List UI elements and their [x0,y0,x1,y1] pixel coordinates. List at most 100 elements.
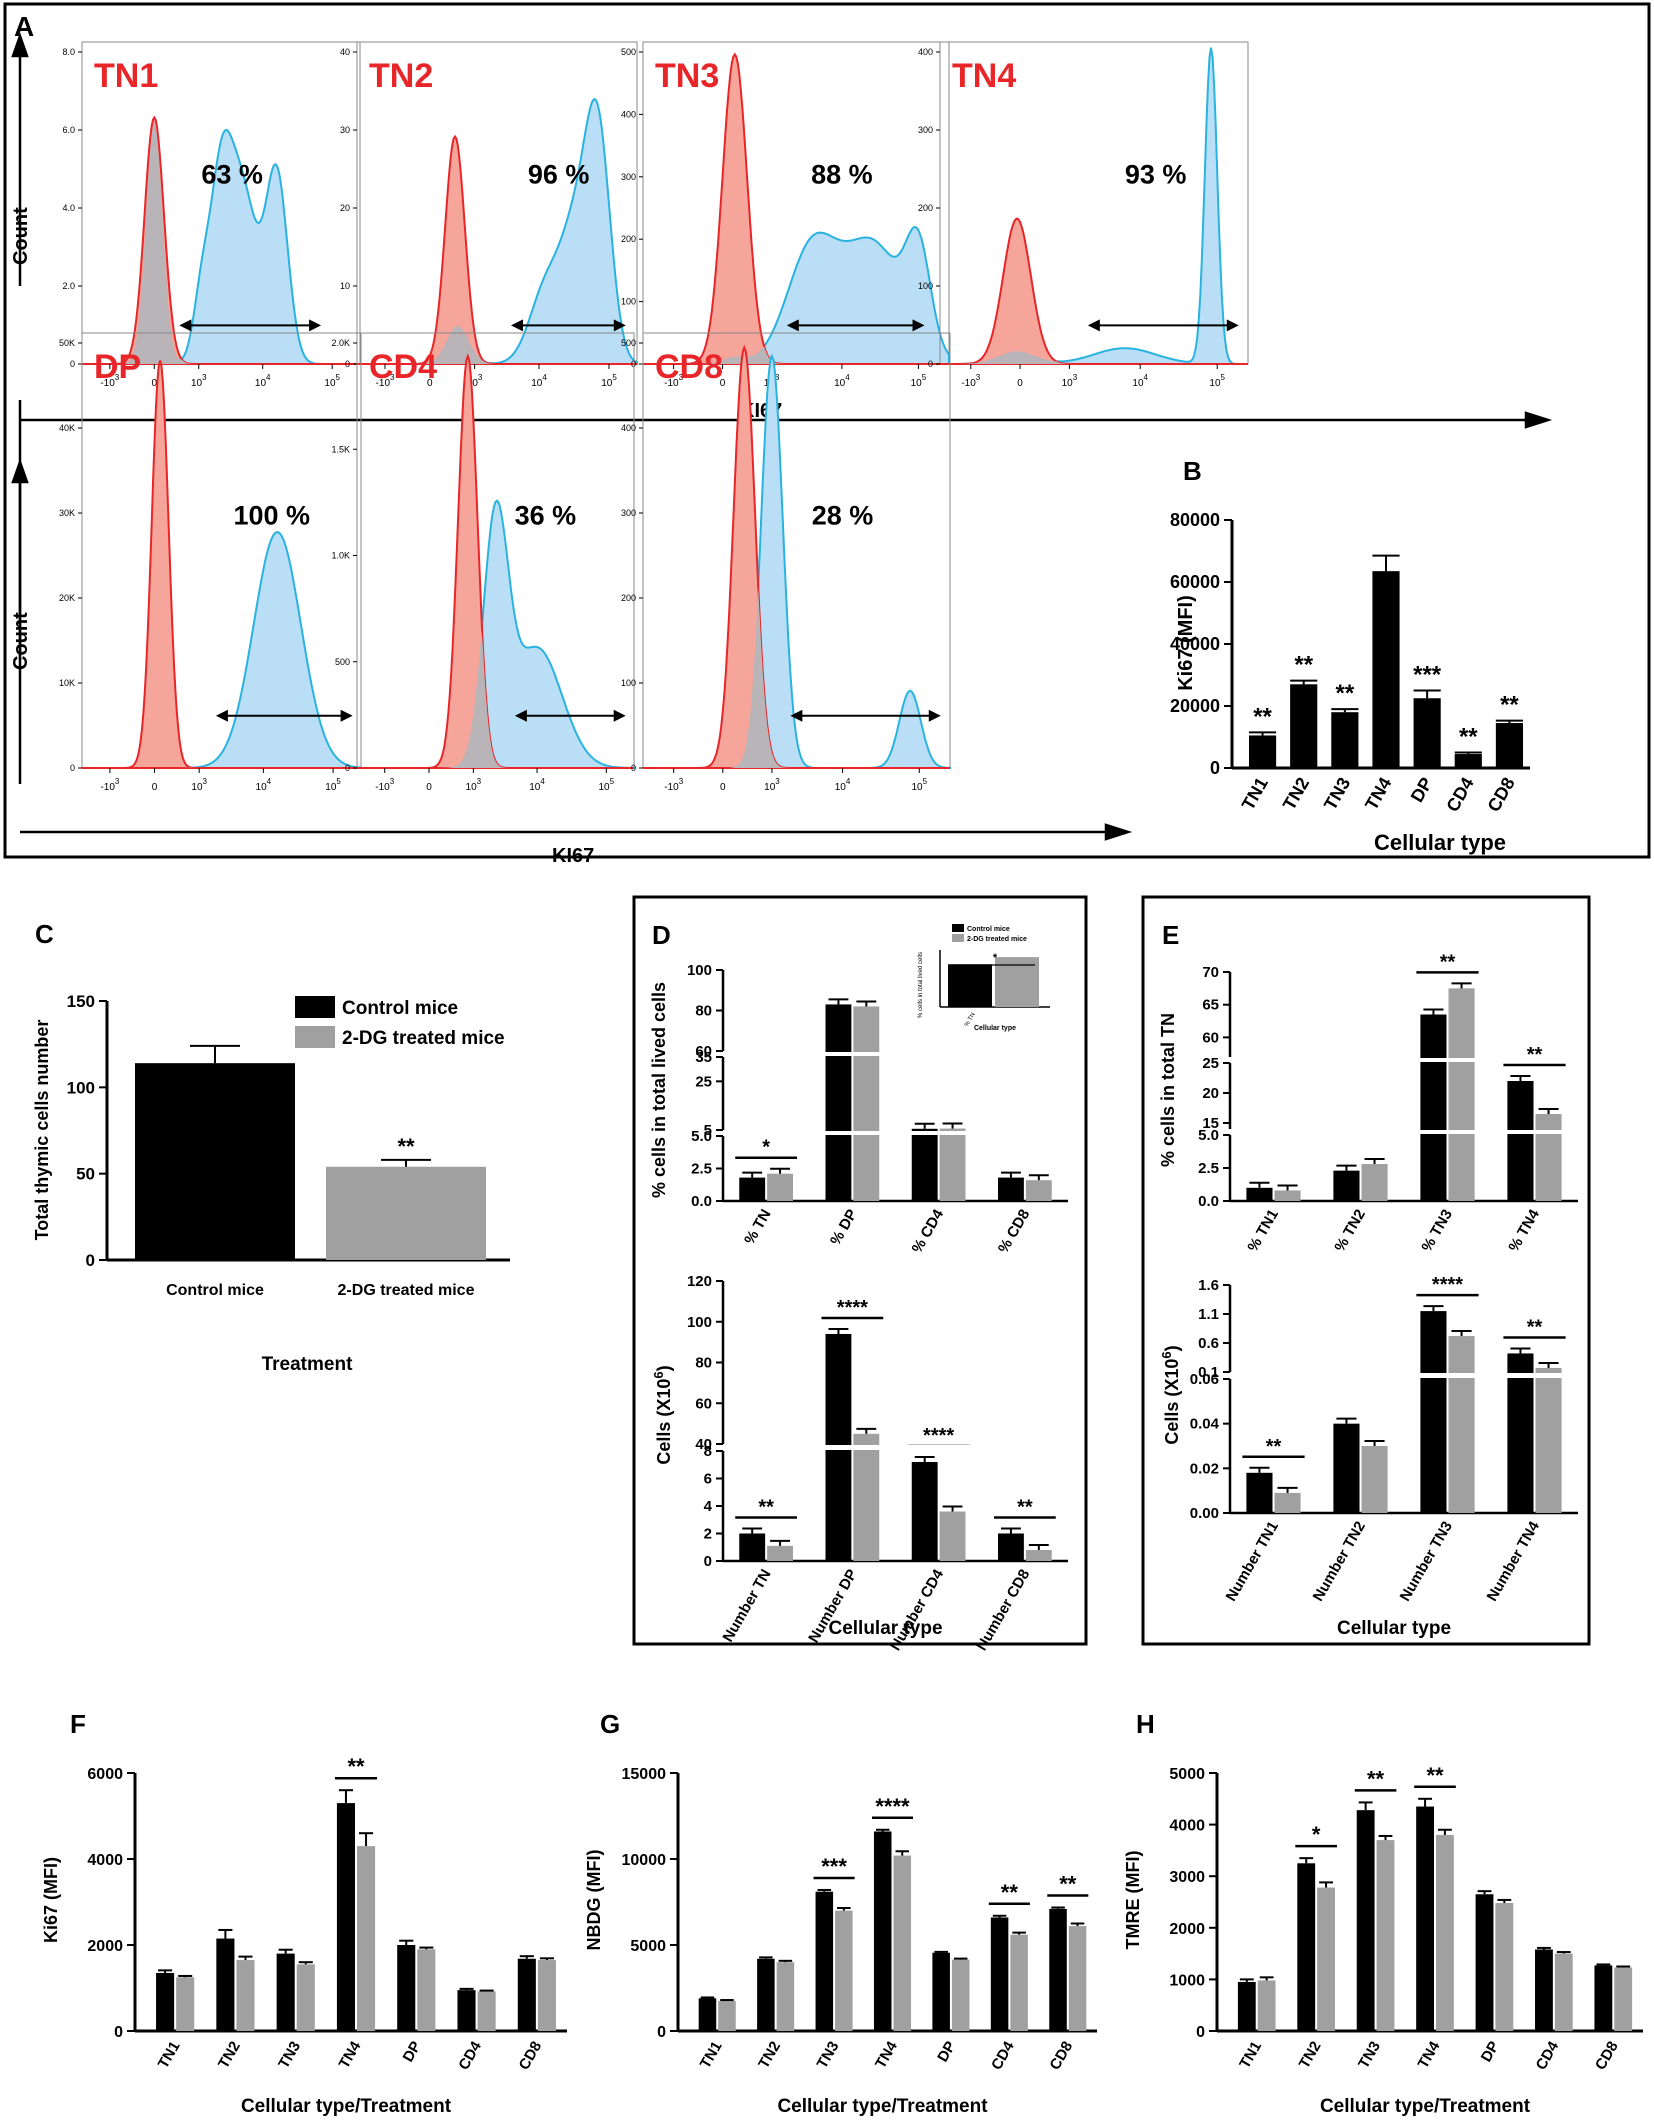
ki67-positive-histogram [82,530,362,769]
x-tick-exponent: 4 [266,373,271,382]
x-tick-label: 104 [531,373,547,389]
bar-cd4-control [457,1990,476,2031]
significance-label: **** [1432,1274,1463,1296]
y-tick-label: 20 [340,203,350,213]
y-tick-label: 6 [704,1471,712,1488]
x-tick-label: 0 [1017,378,1023,389]
ki67-positive-histogram [940,47,1248,365]
y-tick-label: 100 [687,962,712,979]
axis-break-gap [724,1052,1069,1056]
bar-control [1333,1170,1360,1201]
y-axis-title: Cells (X106) [1159,1345,1182,1444]
bar-2dg [853,1433,880,1561]
bar-control [1507,1081,1534,1201]
y-tick-label: 0.6 [1198,1335,1219,1352]
y-axis-title: % cells in total lived cells [649,982,669,1198]
significance-label: ** [347,1754,365,1779]
y-tick-label: 0.0 [1198,1193,1219,1210]
x-tick-label: 104 [529,777,545,793]
bar-2dg [1025,1180,1052,1201]
ki67-positive-histogram [643,353,951,769]
x-tick-label: 104 [1132,373,1148,389]
bar-tn1-2dg [718,2000,736,2031]
x-tick-label: 105 [912,777,928,793]
x-category-label: 2-DG treated mice [338,1282,475,1299]
y-tick-label: 80 [695,1003,712,1020]
population-name: TN4 [952,57,1016,95]
significance-label: ** [397,1134,415,1159]
bar-2dg [1361,1164,1388,1201]
bar-tn1-control [1237,1981,1256,2031]
gate-arrow-right-head [309,319,322,332]
y-tick-label: 15000 [622,1766,667,1783]
x-tick-exponent: 3 [775,373,780,382]
y-axis-title: NBDG (MFI) [584,1850,604,1951]
y-tick-label: 40 [340,47,350,57]
y-tick-label: 100 [918,281,933,291]
x-tick-label: 0 [426,782,432,793]
gate-arrow-right-head [613,709,626,722]
isotype-control-histogram [643,344,950,769]
significance-label: * [1312,1822,1321,1847]
y-tick-label: 60 [1202,1029,1219,1046]
y-tick-label: 0 [86,1251,95,1270]
y-tick-label: 300 [918,125,933,135]
x-tick-exponent: 3 [202,373,207,382]
x-category-label: TN3 [1355,2039,1384,2072]
x-category-label: % CD8 [995,1207,1033,1257]
panel-letter-f: F [70,1709,86,1739]
gate-arrow-right-head [928,709,941,722]
x-category-label: TN3 [275,2039,304,2072]
y-tick-label: 0.0 [691,1193,712,1210]
x-category-label: TN1 [1236,2039,1265,2072]
bar-control [998,1533,1024,1561]
y-tick-label: 60000 [1170,572,1220,592]
y-tick-label: 0.06 [1190,1371,1219,1388]
x-tick-label: 0 [151,378,157,389]
x-tick-exponent: 5 [336,373,341,382]
bar-tn2-control [757,1958,775,2031]
bar-cd4-2dg [1010,1934,1028,2031]
x-tick-exponent: 5 [336,777,341,786]
bar-chart-c: 0 50 100 150 Control mice ** 2-DG treated mice… [32,992,510,1375]
y-tick-label: 10K [59,678,75,688]
y-tick-label: 10000 [622,1852,667,1869]
x-tick-exponent: 3 [1073,373,1078,382]
bar-2dg [1025,1550,1052,1561]
x-category-label: Number CD8 [973,1567,1033,1654]
y-tick-label: 300 [621,172,636,182]
x-tick-label: 0 [427,378,433,389]
x-tick-exponent: 3 [203,777,208,786]
y-tick-label: 6.0 [62,125,75,135]
bar-tn1-2dg [1257,1980,1276,2031]
x-tick-exponent: 3 [478,373,483,382]
bar-dp-control [397,1945,416,2031]
significance-label: ** [1367,1766,1385,1791]
panel-letter-g: G [600,1709,620,1739]
y-tick-label: 35 [695,1049,712,1066]
histogram-overlap [82,123,360,364]
y-tick-label: 80 [695,1355,712,1372]
x-tick-exponent: 4 [1144,373,1149,382]
bar-cd8-2dg [1614,1967,1633,2031]
population-name: CD4 [369,348,437,386]
y-tick-label: 120 [687,1273,712,1290]
x-tick-label: -103 [961,373,980,389]
y-tick-label: 50K [59,338,75,348]
y-tick-label: 4000 [1169,1818,1205,1835]
population-name: TN2 [369,57,433,95]
bar-tn3-control [815,1891,834,2031]
x-category-label: TN2 [215,2039,244,2072]
bar-tn4-control [1416,1806,1434,2031]
legend-swatch [952,934,964,942]
bar-chart-e_top: 0.0 2.5 5.015 20 25 60 65 70 % TN1 % TN2 ** % TN3 **… [1158,951,1579,1255]
y-tick-label: 0 [657,2024,666,2041]
significance-label: * [762,1137,770,1159]
bar-tn4-2dg [357,1846,376,2031]
y-tick-label: 0 [345,763,350,773]
isotype-control-histogram [357,134,637,365]
x-category-label: TN3 [1320,774,1354,813]
axis-break-gap [1231,1373,1579,1378]
